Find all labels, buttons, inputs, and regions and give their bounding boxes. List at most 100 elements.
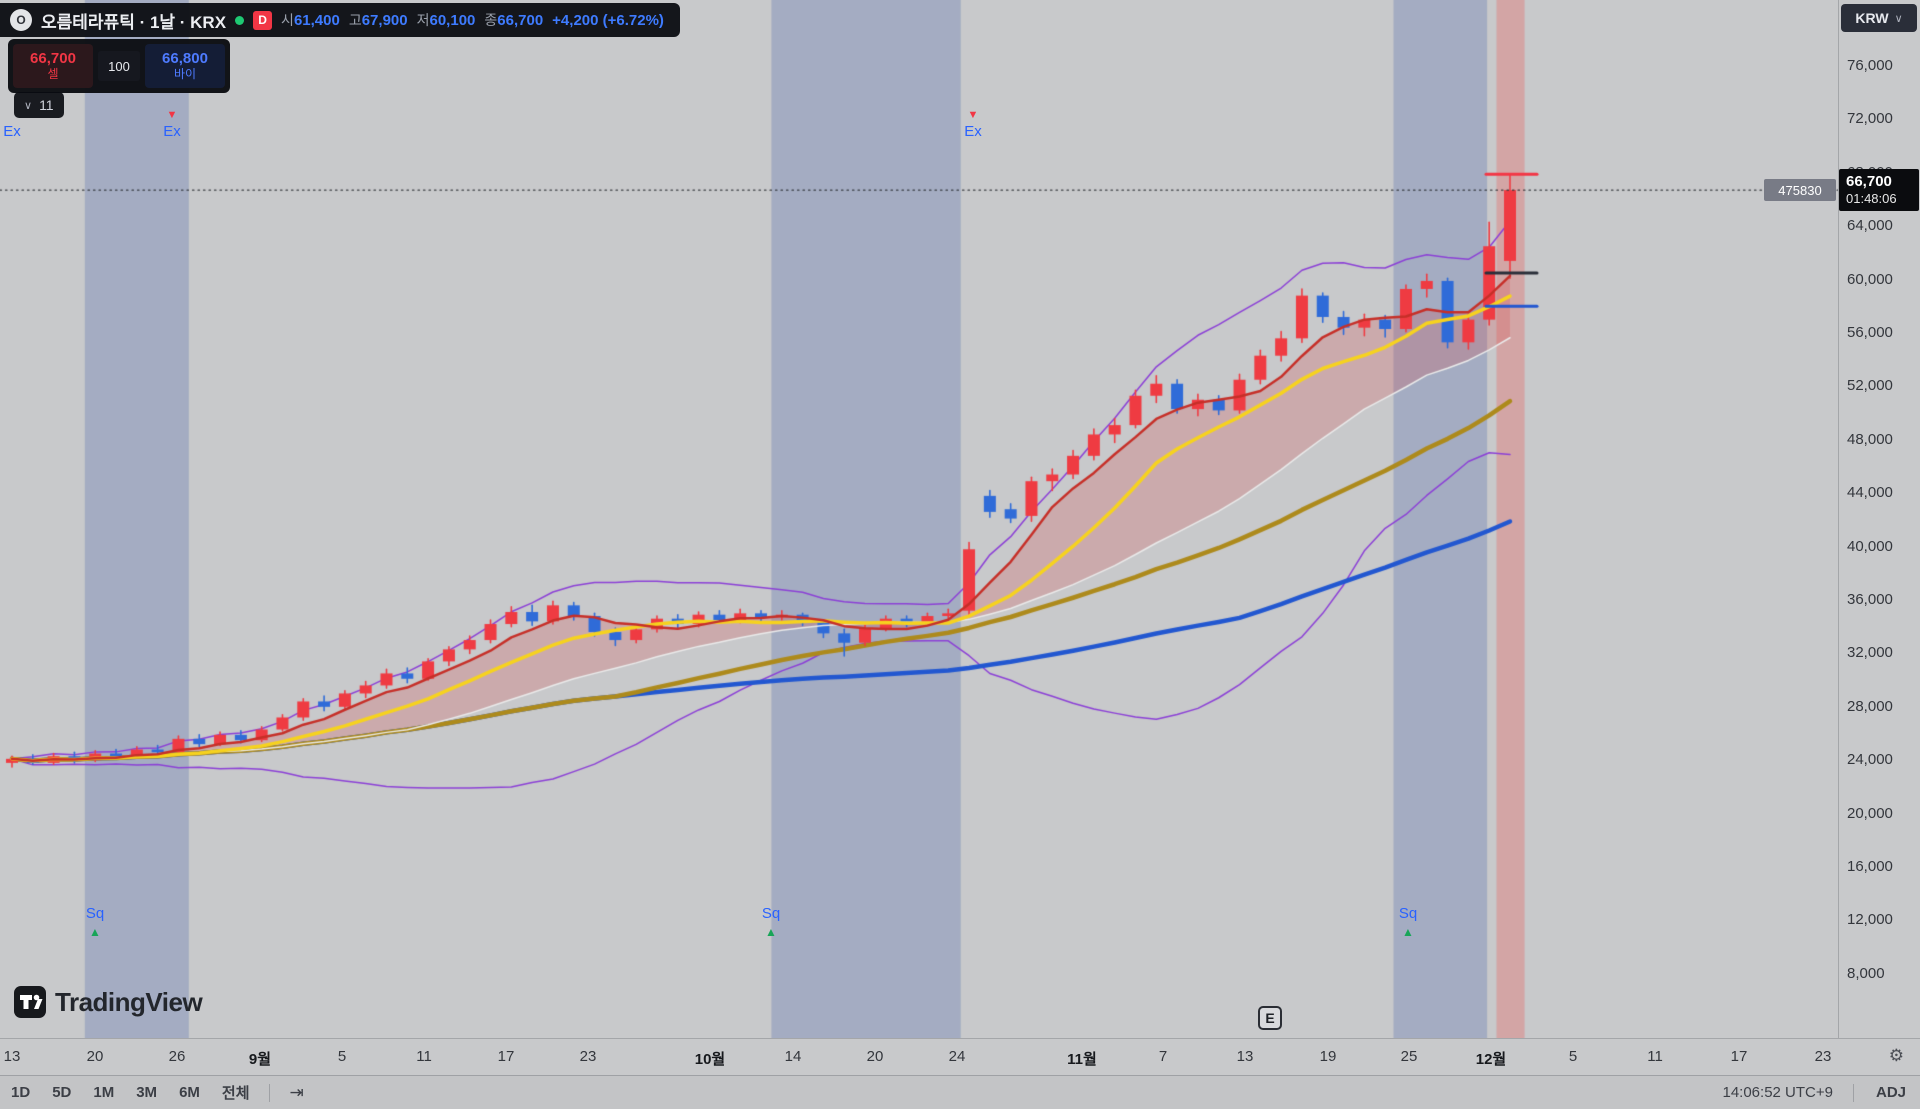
candlestick-chart[interactable]: [0, 0, 1838, 1038]
price-axis-label: 64,000: [1847, 217, 1893, 235]
currency-label: KRW: [1855, 10, 1889, 26]
close-label: 종: [484, 12, 498, 28]
price-axis-label: 32,000: [1847, 644, 1893, 662]
ohlc-close: 종 66,700: [484, 10, 543, 30]
range-all-button[interactable]: 전체: [221, 1085, 250, 1102]
symbol-title[interactable]: 오름테라퓨틱 · 1날 · KRX: [41, 12, 227, 32]
bar-countdown: 01:48:06: [1846, 191, 1897, 207]
close-value: 66,700: [497, 12, 544, 29]
buy-button[interactable]: 66,800 바이: [145, 44, 225, 88]
time-axis-label: 11: [416, 1048, 432, 1065]
time-axis-label: 13: [1236, 1048, 1254, 1065]
ohlc-high: 고 67,900: [349, 10, 408, 30]
price-axis-label: 48,000: [1847, 430, 1893, 448]
open-value: 61,400: [293, 12, 340, 29]
low-value: 60,100: [429, 12, 476, 29]
price-axis-label: 24,000: [1847, 751, 1893, 769]
up-triangle-icon: ▲: [1402, 924, 1414, 939]
time-axis-label: 17: [1730, 1048, 1748, 1065]
squeeze-marker: Sq ▲: [1398, 905, 1418, 939]
toolbar-right: 14:06:52 UTC+9 ADJ: [1710, 1083, 1920, 1102]
time-axis-label: 26: [168, 1048, 186, 1065]
squeeze-marker: Sq ▲: [85, 905, 105, 939]
price-axis-label: 20,000: [1847, 804, 1893, 822]
down-triangle-icon: ▼: [967, 109, 979, 121]
range-1m-button[interactable]: 1M: [93, 1084, 115, 1101]
price-axis-label: 40,000: [1847, 537, 1893, 555]
time-axis-label: 12월: [1475, 1051, 1507, 1068]
interval-badge[interactable]: D: [253, 10, 273, 30]
time-axis-label: 24: [948, 1048, 966, 1065]
time-axis-label: 10월: [694, 1051, 726, 1068]
tradingview-logo-icon: [14, 986, 46, 1018]
price-axis-label: 72,000: [1847, 110, 1893, 128]
current-price-tag: 66,700 01:48:06: [1839, 169, 1919, 212]
up-triangle-icon: ▲: [765, 924, 777, 939]
current-price-value: 66,700: [1846, 172, 1892, 190]
price-axis-label: 56,000: [1847, 324, 1893, 341]
ohlc-low: 저 60,100: [417, 10, 476, 30]
high-value: 67,900: [361, 12, 408, 29]
range-1d-button[interactable]: 1D: [11, 1084, 31, 1101]
time-axis-label: 17: [497, 1048, 515, 1065]
toolbar-divider: [1852, 1083, 1854, 1102]
change-label: +4,200 (+6.72%): [552, 11, 664, 29]
price-axis-label: 60,000: [1847, 270, 1893, 288]
buy-label: 바이: [173, 66, 197, 81]
toolbar-divider: [268, 1083, 270, 1102]
time-axis-label: 9월: [248, 1051, 272, 1068]
sell-label: 셀: [47, 66, 59, 81]
time-axis-label: 5: [1568, 1048, 1578, 1065]
earnings-marker[interactable]: E: [1258, 1006, 1282, 1030]
squeeze-marker: Sq ▲: [761, 905, 781, 939]
clock-label[interactable]: 14:06:52 UTC+9: [1722, 1084, 1833, 1101]
chevron-down-icon: ∨: [1894, 12, 1903, 25]
time-axis-label: 23: [579, 1048, 597, 1065]
time-axis-label: 20: [866, 1048, 884, 1065]
tradingview-watermark: TradingView: [14, 986, 203, 1018]
market-open-dot-icon: [235, 15, 245, 25]
range-3m-button[interactable]: 3M: [136, 1084, 158, 1101]
exit-marker: ▼ Ex: [163, 109, 181, 140]
time-axis[interactable]: ⚙ 13 20 26 9월 5 11 17 23 10월 14 20 24 11월 7 13 19 25 12월 5…: [0, 1038, 1920, 1075]
quantity-field[interactable]: 100: [98, 51, 140, 81]
currency-button[interactable]: KRW ∨: [1841, 4, 1917, 32]
time-axis-label: 20: [86, 1048, 104, 1065]
adj-toggle[interactable]: ADJ: [1875, 1084, 1906, 1101]
exit-marker: ▼ Ex: [964, 109, 982, 140]
price-axis-label: 12,000: [1847, 911, 1893, 929]
price-axis[interactable]: 76,00072,00068,00064,00060,00056,00052,0…: [1838, 0, 1920, 1038]
goto-date-icon[interactable]: ⇥: [289, 1082, 304, 1102]
watermark-text: TradingView: [55, 986, 203, 1017]
time-axis-label: 14: [784, 1048, 802, 1065]
sell-button[interactable]: 66,700 셀: [13, 44, 93, 88]
open-label: 시: [281, 12, 294, 28]
symbol-logo: O: [10, 9, 32, 31]
sell-price: 66,700: [30, 50, 76, 68]
range-6m-button[interactable]: 6M: [179, 1084, 200, 1101]
range-5d-button[interactable]: 5D: [52, 1084, 72, 1101]
price-axis-label: 16,000: [1847, 858, 1893, 875]
time-axis-label: 25: [1400, 1048, 1418, 1065]
legend-collapse-chip[interactable]: ∨ 11: [14, 92, 64, 118]
ohlc-open: 시 61,400: [281, 10, 340, 30]
chevron-down-icon: ∨: [24, 99, 33, 112]
symbol-bar[interactable]: O 오름테라퓨틱 · 1날 · KRX D 시 61,400 고 67,900 …: [0, 3, 680, 37]
high-label: 고: [348, 12, 362, 28]
time-axis-label: 11월: [1067, 1051, 1097, 1068]
time-axis-label: 19: [1319, 1048, 1337, 1065]
price-axis-label: 52,000: [1847, 377, 1893, 395]
indicator-count: 11: [39, 97, 54, 113]
price-axis-label: 36,000: [1847, 591, 1893, 608]
price-axis-label: 8,000: [1847, 964, 1885, 982]
gear-icon[interactable]: ⚙: [1888, 1046, 1904, 1065]
symbol-code-tag: 475830: [1764, 179, 1836, 202]
time-axis-label: 5: [337, 1048, 347, 1065]
trade-widget: 66,700 셀 100 66,800 바이: [8, 39, 230, 93]
price-axis-label: 76,000: [1847, 57, 1893, 74]
buy-price: 66,800: [162, 50, 208, 68]
bottom-toolbar: 1D 5D 1M 3M 6M 전체 ⇥ 14:06:52 UTC+9 ADJ: [0, 1075, 1920, 1109]
price-axis-label: 44,000: [1847, 484, 1893, 502]
time-axis-label: 7: [1158, 1048, 1168, 1065]
